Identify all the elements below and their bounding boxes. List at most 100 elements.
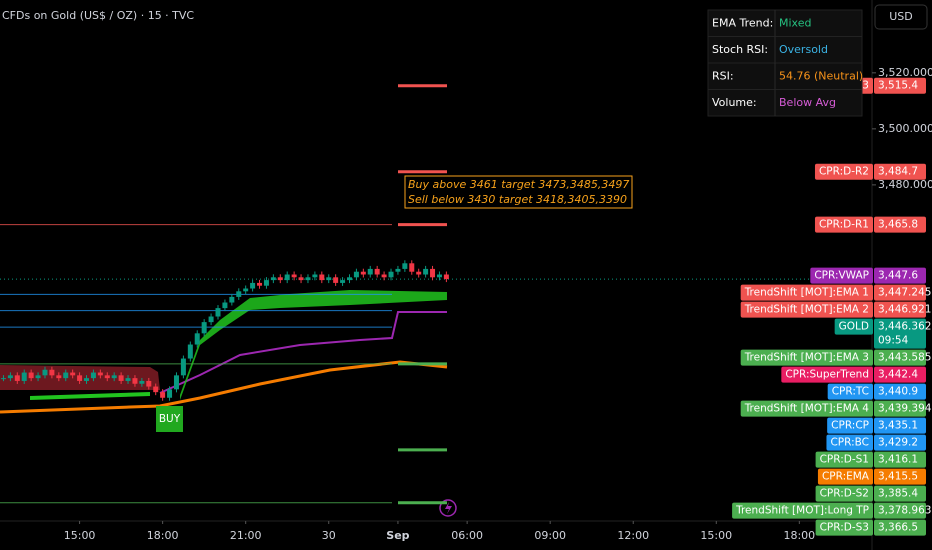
table-value: Below Avg — [779, 96, 836, 109]
candle — [173, 375, 179, 390]
candle — [111, 375, 117, 379]
price-name-box — [815, 519, 873, 536]
price-label: 3,439.394 TrendShift [MOT]:EMA 4 — [740, 400, 932, 417]
price-name: CPR:D-S3 — [820, 522, 869, 534]
price-name-box — [826, 434, 873, 451]
candle — [263, 280, 269, 286]
green-ribbon — [180, 290, 447, 400]
price-name-box — [732, 502, 873, 519]
price-value: 3,446.921 — [878, 304, 931, 316]
price-value: 3,443.585 — [878, 352, 931, 364]
price-value: 3,439.394 — [878, 403, 932, 415]
y-tick-label: 3,520.000 — [878, 66, 932, 79]
price-name-box — [814, 163, 873, 180]
price-value-box — [874, 77, 926, 94]
candle — [222, 302, 228, 309]
table-cell — [707, 62, 863, 90]
x-tick-label: 09:00 — [534, 529, 566, 542]
candle — [7, 375, 13, 379]
alert-icon[interactable] — [439, 499, 457, 517]
candle — [229, 296, 235, 303]
candle — [402, 263, 408, 269]
price-value-box — [874, 284, 926, 301]
candle — [201, 322, 207, 334]
price-value: 3,435.1 — [878, 420, 918, 432]
chart-title: CFDs on Gold (US$ / OZ) · 15 · TVC — [2, 9, 194, 22]
vwap-line — [159, 311, 447, 394]
candle — [146, 380, 152, 387]
price-name: CPR:EMA — [822, 471, 870, 483]
candle — [104, 375, 110, 379]
price-name: CPR:D-S2 — [820, 488, 869, 500]
price-value: 3,440.9 — [878, 386, 918, 398]
candle — [250, 282, 256, 289]
price-value: 3,447.6 — [878, 270, 918, 282]
price-value: 3,515.4 — [878, 80, 918, 92]
price-value-box — [874, 468, 926, 485]
price-label: 3,443.585 TrendShift [MOT]:EMA 3 — [740, 349, 931, 366]
price-value: 3,484.7 — [878, 166, 918, 178]
candle — [333, 277, 339, 283]
candle — [340, 280, 346, 283]
candle — [346, 277, 352, 281]
price-value: 3,385.4 — [878, 488, 918, 500]
candle — [84, 378, 90, 381]
price-name: CPR:CP — [831, 420, 869, 432]
price-name-box — [817, 468, 873, 485]
price-name: CPR:SuperTrend — [785, 369, 869, 381]
price-name-box — [781, 366, 873, 383]
price-value: 3,378.963 — [878, 505, 931, 517]
table-key: RSI: — [712, 70, 734, 83]
alert-icon[interactable] — [445, 502, 452, 514]
ema-line — [0, 360, 448, 414]
candle — [125, 378, 131, 381]
table-key: Stoch RSI: — [712, 43, 768, 56]
currency-button[interactable] — [874, 4, 928, 30]
candle — [353, 271, 359, 278]
candle — [388, 271, 394, 278]
candle — [14, 375, 20, 381]
candle — [360, 271, 366, 275]
candle — [139, 380, 145, 384]
candle — [305, 277, 311, 281]
price-value: 3,415.5 — [878, 471, 918, 483]
candle — [277, 277, 283, 281]
x-tick-label: 18:00 — [783, 529, 815, 542]
price-label: 3,416.1 CPR:D-S1 — [815, 451, 926, 468]
x-tick-label: 15:00 — [64, 529, 96, 542]
candle — [0, 378, 6, 380]
x-tick-label: 15:00 — [700, 529, 732, 542]
price-label: 3,385.4 CPR:D-S2 — [815, 485, 926, 502]
candle — [42, 369, 48, 376]
price-name: TrendShift [MOT]:EMA 3 — [744, 352, 869, 364]
price-label: 3,447.245 TrendShift [MOT]:EMA 1 — [740, 284, 931, 301]
candle — [236, 291, 242, 297]
price-name: CPR:TC — [832, 386, 869, 398]
candle — [132, 378, 138, 384]
price-value-box — [874, 366, 926, 383]
candle — [160, 392, 166, 398]
price-label: 3,446.921 TrendShift [MOT]:EMA 2 — [740, 301, 931, 318]
price-name-box — [740, 284, 873, 301]
price-value-box — [874, 400, 926, 417]
x-tick-label: Sep — [386, 529, 409, 542]
candle — [443, 274, 449, 280]
candle — [77, 375, 83, 381]
candle — [430, 268, 436, 278]
candle — [416, 271, 422, 275]
price-value-box — [874, 485, 926, 502]
price-value-box — [874, 301, 926, 318]
price-label: 3,484.7 CPR:D-R2 — [814, 163, 926, 180]
price-value: 3,447.245 — [878, 287, 931, 299]
annotation-box — [404, 175, 633, 209]
price-name: TrendShift [MOT]:EMA 4 — [744, 403, 870, 415]
x-tick-label: 21:00 — [230, 529, 262, 542]
countdown: 09:54 — [878, 335, 909, 347]
candle — [381, 274, 387, 278]
currency[interactable]: USD — [889, 10, 913, 23]
price-value-box — [874, 383, 926, 400]
price-name-box — [827, 417, 873, 434]
price-label: 3,415.5 CPR:EMA — [817, 468, 926, 485]
candle — [215, 308, 221, 317]
candle — [63, 372, 69, 379]
